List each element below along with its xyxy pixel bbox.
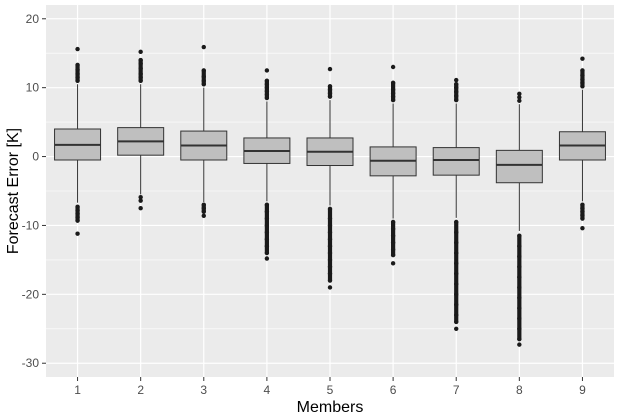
y-tick-label: -10 — [22, 218, 40, 232]
x-tick-label: 5 — [327, 383, 334, 397]
outlier-point — [390, 261, 396, 266]
box-group-2 — [117, 49, 165, 211]
y-tick-label: -30 — [22, 356, 40, 370]
outlier-point — [264, 256, 270, 261]
outlier-point — [138, 198, 143, 203]
x-tick-label: 1 — [74, 383, 81, 397]
x-tick-label: 2 — [137, 383, 144, 397]
axes: -30 -20 -10 0 10 20 1 2 3 4 5 6 7 8 9 — [22, 12, 586, 397]
x-tick-label: 8 — [516, 383, 523, 397]
box-group-6 — [369, 64, 417, 266]
outlier-point — [75, 46, 80, 52]
box — [495, 149, 543, 184]
outlier-point — [138, 195, 143, 200]
y-tick-label: 20 — [26, 12, 40, 26]
x-axis-title: Members — [297, 399, 364, 416]
outlier-point — [75, 231, 80, 236]
outlier-point — [454, 77, 459, 83]
box-group-1 — [54, 46, 102, 236]
box — [432, 147, 480, 176]
x-tick-label: 3 — [200, 383, 207, 397]
outlier-point — [454, 326, 459, 331]
box-group-9 — [558, 56, 606, 231]
box-group-5 — [306, 66, 354, 290]
x-tick-label: 6 — [390, 383, 397, 397]
outlier-point — [390, 64, 396, 70]
x-tick-label: 9 — [579, 383, 586, 397]
box-group-7 — [432, 77, 480, 331]
outlier-point — [201, 44, 206, 50]
box-group-4 — [243, 68, 291, 261]
outlier-point — [517, 91, 522, 97]
outlier-point — [327, 285, 333, 290]
outlier-point — [517, 98, 522, 103]
outlier-point — [138, 49, 143, 55]
outlier-point — [138, 206, 143, 211]
y-tick-label: 10 — [26, 81, 40, 95]
y-tick-label: -20 — [22, 287, 40, 301]
outlier-point — [580, 226, 585, 231]
x-tick-label: 7 — [453, 383, 460, 397]
outlier-point — [327, 66, 333, 72]
boxplot-marks — [54, 44, 606, 347]
y-axis-title: Forecast Error [K] — [5, 128, 22, 254]
outlier-point — [201, 213, 206, 218]
outlier-point — [517, 342, 522, 347]
outlier-point — [517, 95, 522, 100]
box-group-8 — [495, 91, 543, 347]
x-tick-label: 4 — [264, 383, 271, 397]
outlier-point — [264, 68, 270, 73]
outlier-point — [580, 56, 585, 61]
y-tick-label: 0 — [32, 150, 39, 164]
box-group-3 — [180, 44, 228, 218]
